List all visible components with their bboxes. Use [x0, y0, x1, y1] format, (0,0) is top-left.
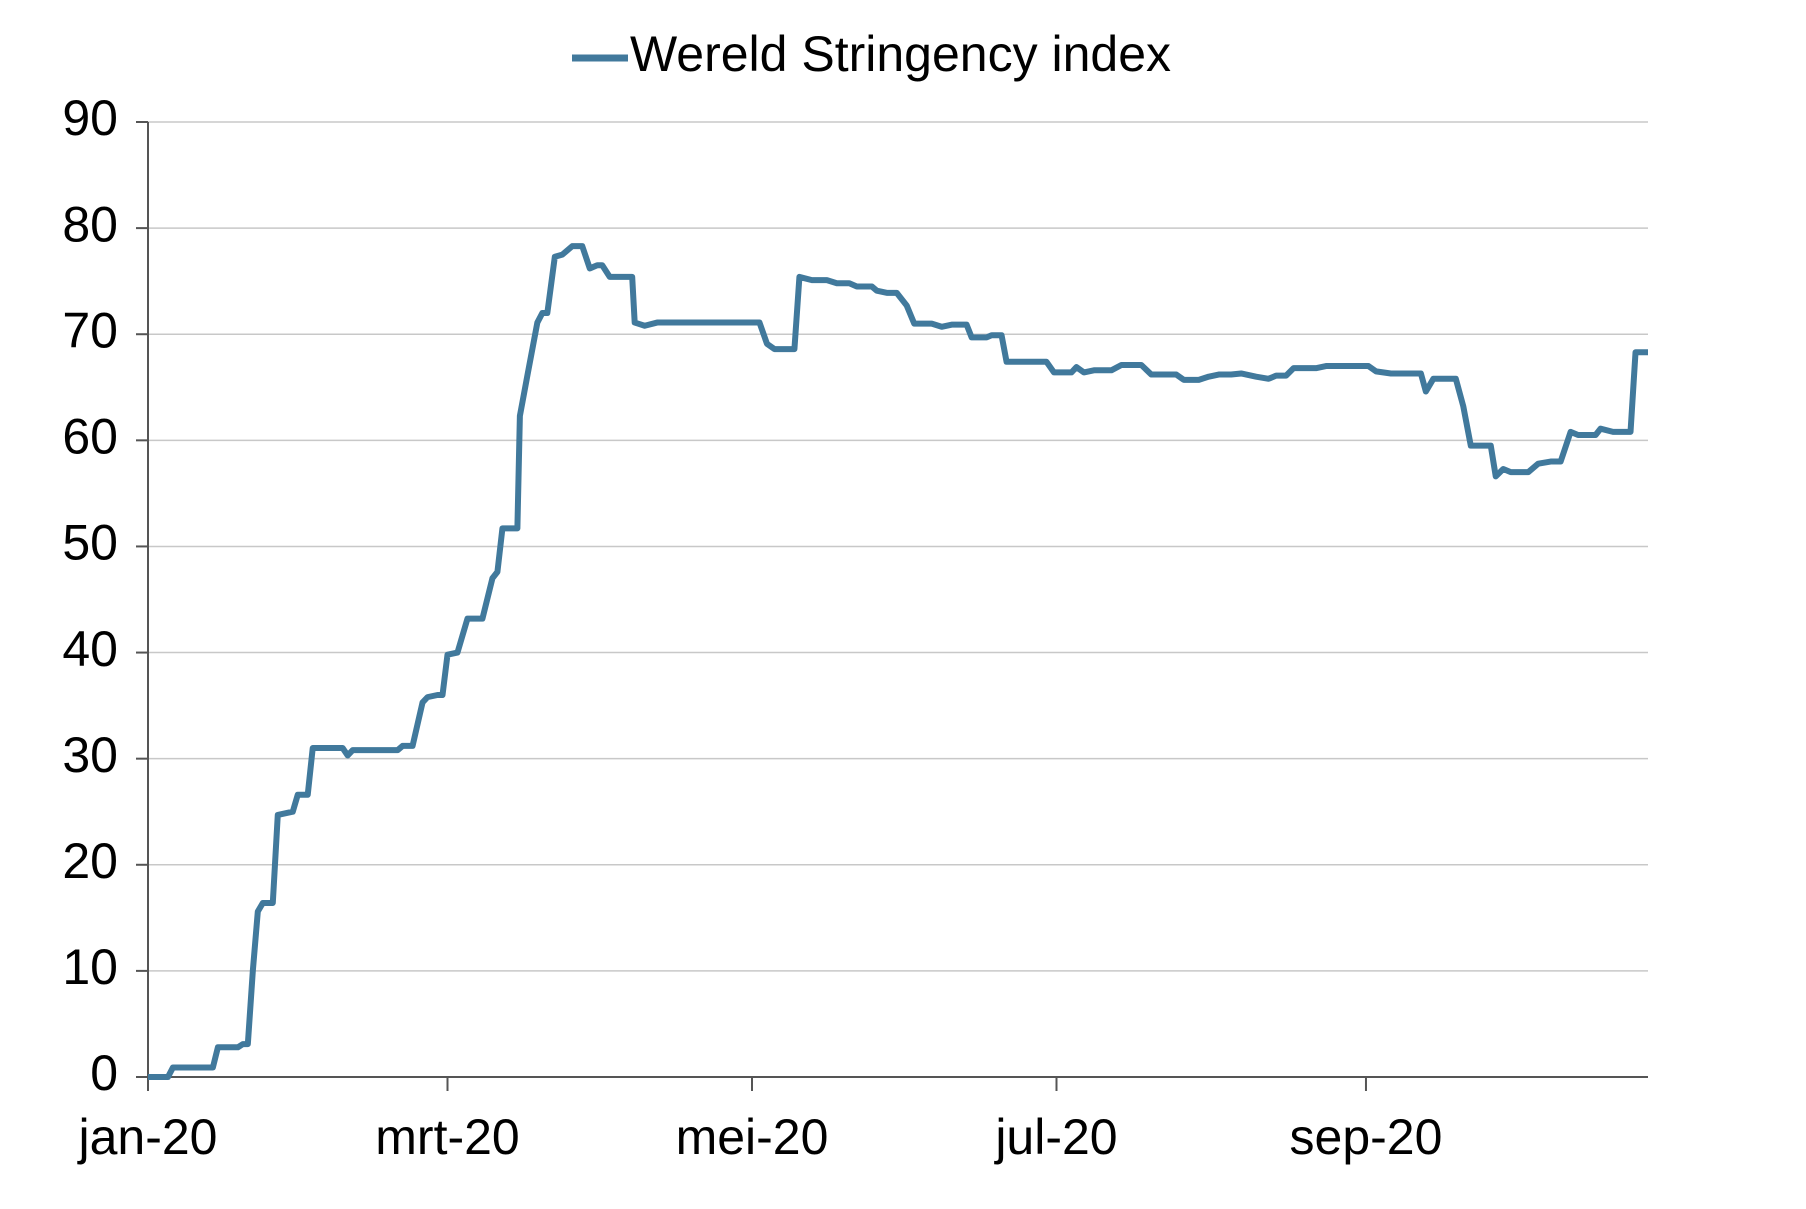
x-tick-label: mrt-20: [375, 1109, 519, 1165]
y-tick-label: 60: [62, 409, 118, 465]
y-tick-label: 10: [62, 939, 118, 995]
y-tick-label: 0: [90, 1045, 118, 1101]
x-tick-label: jul-20: [993, 1109, 1117, 1165]
y-tick-label: 20: [62, 833, 118, 889]
x-tick-label: jan-20: [77, 1109, 218, 1165]
y-tick-label: 70: [62, 302, 118, 358]
x-tick-label: sep-20: [1290, 1109, 1443, 1165]
y-tick-label: 90: [62, 90, 118, 146]
x-tick-label: mei-20: [676, 1109, 829, 1165]
y-tick-label: 40: [62, 621, 118, 677]
y-tick-label: 30: [62, 727, 118, 783]
legend-label: Wereld Stringency index: [630, 26, 1171, 82]
data-line: [148, 243, 1648, 1080]
y-tick-label: 80: [62, 196, 118, 252]
y-tick-label: 50: [62, 515, 118, 571]
